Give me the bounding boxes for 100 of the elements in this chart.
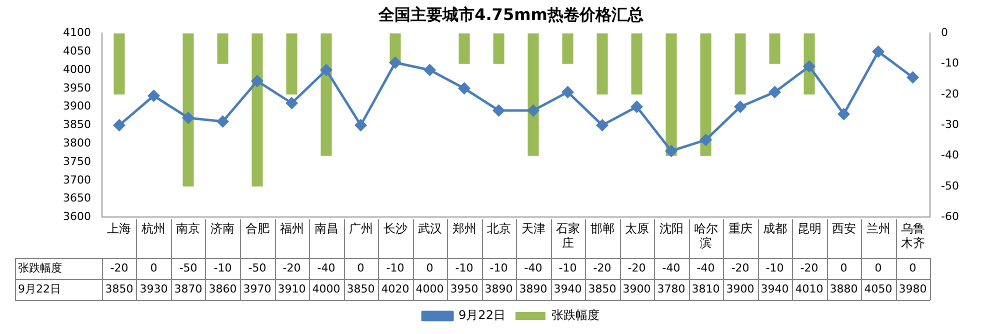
data-label: 0 [840,261,848,274]
x-tick-label: 杭州 [140,222,166,236]
data-label: -10 [766,261,784,274]
point [182,112,194,124]
data-label: 3940 [554,282,582,296]
data-label: 3910 [278,282,306,296]
point [217,116,228,128]
data-label: 0 [874,261,882,274]
data-label: -20 [731,261,750,274]
y2-tick-label: -10 [941,56,959,70]
y-tick-label: 4100 [62,26,91,40]
point [907,72,919,84]
point [562,86,574,98]
data-label: -40 [662,261,680,274]
point [458,82,470,94]
data-label: -50 [248,261,266,274]
point [838,108,850,120]
y-tick-label: 3700 [62,173,91,186]
data-label: -10 [455,261,474,274]
data-label: 4020 [381,282,410,296]
y-tick-label: 4050 [62,44,91,58]
point [493,104,505,116]
y2-tick-label: -40 [941,148,959,162]
x-tick-label: 昆明 [797,222,822,236]
x-tick-label: 邯郸 [590,222,614,236]
x-tick-label: 福州 [280,222,304,236]
text: 9月22日 [18,282,61,296]
y2-tick-label: -50 [941,179,959,192]
data-label: 0 [426,261,434,274]
data-label: 3900 [726,282,754,296]
y2-tick-label: -30 [941,118,959,132]
y-tick-label: 3800 [62,136,91,150]
point [769,86,781,98]
x-tick-label: 石家庄 [556,222,580,250]
text: 张跌幅度 [18,261,62,274]
y2-tick-label: 0 [941,26,948,40]
x-tick-label: 广州 [348,222,373,236]
x-tick-label: 乌鲁木齐 [900,222,925,250]
point [148,90,160,102]
point [700,134,712,146]
x-tick-label: 上海 [107,222,132,236]
data-label: 3930 [140,282,168,296]
point [355,119,367,131]
data-label: 4000 [312,282,340,296]
x-tick-label: 西安 [832,222,856,236]
data-label: 3890 [484,282,513,296]
y-tick-label: 3950 [62,81,91,94]
chart-title: 全国主要城市4.75mm热卷价格汇总 [378,4,644,24]
data-label: -10 [386,261,404,274]
data-label: -50 [179,261,198,274]
data-label: -20 [628,261,646,274]
point [734,101,746,113]
point [424,64,436,76]
data-label: 4000 [416,282,444,296]
data-label: -20 [800,261,818,274]
x-tick-label: 成都 [762,222,787,236]
data-label: 0 [909,261,916,274]
data-label: -20 [593,261,612,274]
data-label: 3980 [898,282,927,296]
data-label: 3950 [450,282,478,296]
x-tick-label: 济南 [210,222,235,236]
y-tick-label: 3900 [62,100,91,113]
data-label: 4050 [864,282,892,296]
point [390,56,402,68]
data-label: 0 [357,261,364,274]
data-label: 3940 [760,282,789,296]
data-label: -10 [558,261,577,274]
point [596,119,608,131]
x-tick-label: 天津 [521,222,546,236]
data-label: 3870 [174,282,202,296]
data-label: -10 [214,261,232,274]
point [252,75,263,87]
point [804,60,816,72]
x-tick-label: 北京 [486,222,511,236]
y-tick-label: 4000 [62,62,91,76]
data-label: 3850 [105,282,134,296]
data-label: 3850 [588,282,616,296]
x-tick-label: 合肥 [245,222,270,236]
data-label: 3900 [622,282,651,296]
data-label: -40 [696,261,715,274]
data-label: 3810 [692,282,720,296]
point [666,145,678,157]
y2-tick-label: -20 [941,87,959,100]
point [528,104,540,116]
y-tick-label: 3850 [62,118,91,132]
legend-label: 张跌幅度 [551,308,600,322]
data-label: 3850 [346,282,375,296]
x-tick-label: 沈阳 [659,222,684,236]
legend-label: 9月22日 [458,308,506,322]
point [872,46,884,58]
x-tick-label: 南昌 [314,222,338,236]
x-tick-label: 兰州 [866,222,890,236]
point [286,97,298,109]
data-label: 4010 [795,282,824,296]
x-tick-label: 重庆 [728,222,752,236]
y2-tick-label: -60 [941,210,959,224]
data-label: 0 [150,261,158,274]
data-label: -20 [282,261,301,274]
data-label: -10 [490,261,508,274]
x-tick-label: 南京 [176,222,200,236]
